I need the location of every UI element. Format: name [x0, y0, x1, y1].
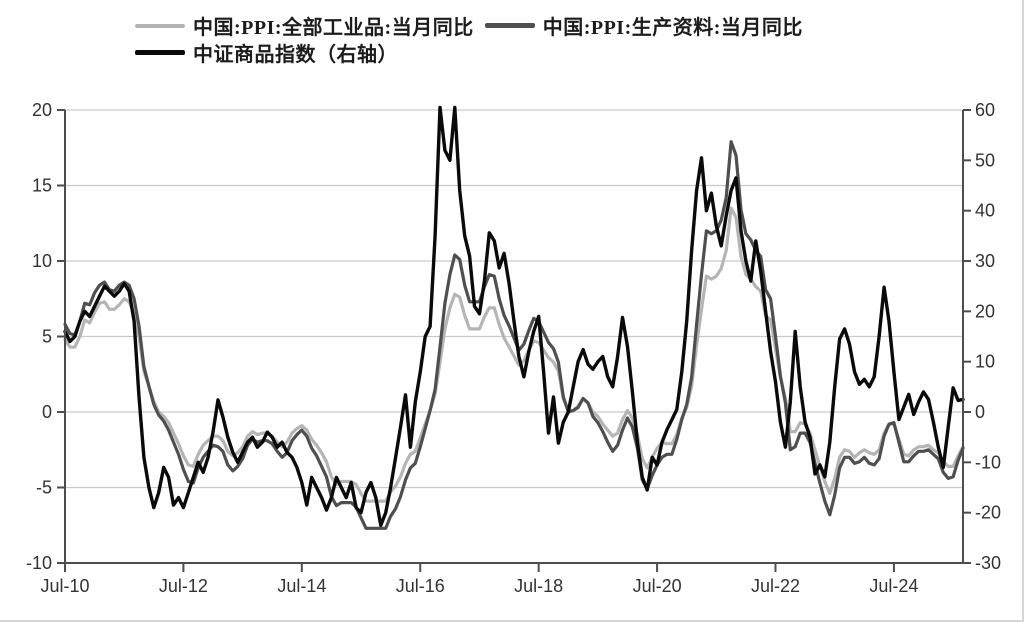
x-axis-tick-label: Jul-16 [396, 576, 445, 596]
x-axis-tick-label: Jul-10 [40, 576, 89, 596]
x-axis-tick-label: Jul-20 [633, 576, 682, 596]
y-axis-right-tick-label: -20 [975, 503, 1001, 523]
x-axis-tick-label: Jul-14 [277, 576, 326, 596]
legend-row-2: 中证商品指数（右轴） [135, 39, 814, 66]
y-axis-right-tick-label: 20 [975, 301, 995, 321]
y-axis-left-tick-label: -10 [26, 553, 52, 573]
y-axis-right-tick-label: 30 [975, 251, 995, 271]
chart-legend: 中国:PPI:全部工业品:当月同比 中国:PPI:生产资料:当月同比 中证商品指… [135, 12, 814, 66]
y-axis-right-tick-label: 40 [975, 201, 995, 221]
y-axis-right-tick-label: 60 [975, 100, 995, 120]
legend-item-ppi-prod: 中国:PPI:生产资料:当月同比 [484, 11, 803, 40]
legend-item-ppi-all: 中国:PPI:全部工业品:当月同比 [135, 11, 474, 40]
y-axis-left-tick-label: 20 [32, 100, 52, 120]
y-axis-right-tick-label: -10 [975, 452, 1001, 472]
legend-line-sample-csi-index [135, 50, 185, 55]
y-axis-right-tick-label: -30 [975, 553, 1001, 573]
series-ppi-all-line [63, 206, 965, 503]
legend-line-sample-ppi-prod [484, 23, 535, 28]
y-axis-right-tick-label: 10 [975, 352, 995, 372]
y-axis-right-tick-label: 0 [975, 402, 985, 422]
legend-line-sample-ppi-all [135, 23, 185, 28]
x-axis-tick-label: Jul-12 [159, 576, 208, 596]
y-axis-left-tick-label: -5 [36, 478, 52, 498]
legend-label-ppi-prod: 中国:PPI:生产资料:当月同比 [542, 17, 803, 39]
y-axis-right-tick-label: 50 [975, 150, 995, 170]
y-axis-left-tick-label: 5 [42, 327, 52, 347]
y-axis-left-tick-label: 10 [32, 251, 52, 271]
series-ppi-prod-line [63, 140, 965, 530]
x-axis-tick-label: Jul-18 [514, 576, 563, 596]
y-axis-left-tick-label: 0 [42, 402, 52, 422]
legend-label-ppi-all: 中国:PPI:全部工业品:当月同比 [193, 17, 474, 39]
legend-label-csi-index: 中证商品指数（右轴） [193, 44, 398, 66]
legend-row-1: 中国:PPI:全部工业品:当月同比 中国:PPI:生产资料:当月同比 [135, 12, 814, 39]
series-group [63, 105, 965, 530]
x-axis-tick-label: Jul-22 [751, 576, 800, 596]
y-axis-left-tick-label: 15 [32, 176, 52, 196]
series-csi-index-line [63, 105, 965, 527]
x-axis-tick-label: Jul-24 [869, 576, 918, 596]
legend-item-csi-index: 中证商品指数（右轴） [135, 38, 398, 67]
